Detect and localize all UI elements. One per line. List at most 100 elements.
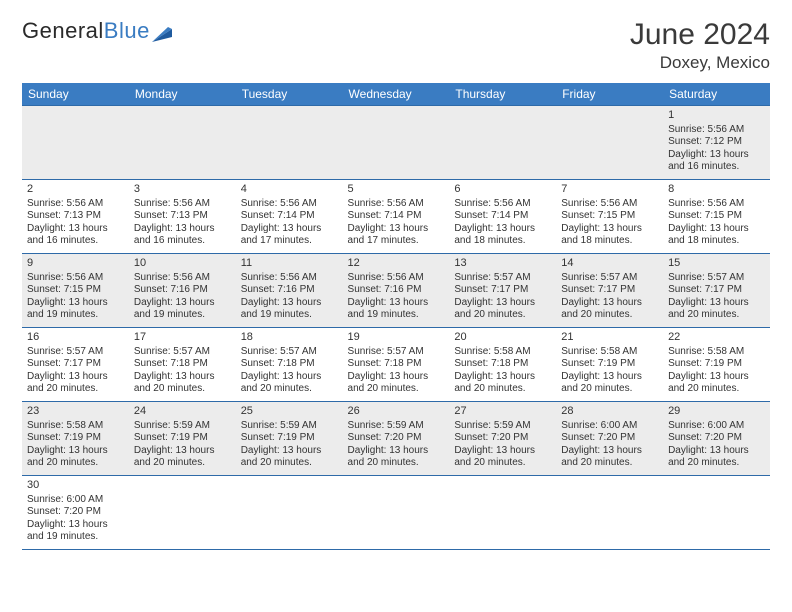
sunset-text: Sunset: 7:20 PM (454, 432, 551, 445)
day-number: 1 (668, 109, 765, 123)
day-number: 24 (134, 405, 231, 419)
daylight-text: Daylight: 13 hours and 20 minutes. (134, 445, 231, 470)
daylight-text: Daylight: 13 hours and 16 minutes. (134, 223, 231, 248)
sunrise-text: Sunrise: 5:56 AM (348, 198, 445, 211)
day-number: 21 (561, 331, 658, 345)
day-number: 6 (454, 183, 551, 197)
calendar-cell: 11Sunrise: 5:56 AMSunset: 7:16 PMDayligh… (236, 254, 343, 328)
calendar-table: Sunday Monday Tuesday Wednesday Thursday… (22, 83, 770, 550)
calendar-cell: 20Sunrise: 5:58 AMSunset: 7:18 PMDayligh… (449, 328, 556, 402)
sunrise-text: Sunrise: 5:57 AM (27, 346, 124, 359)
sunrise-text: Sunrise: 5:57 AM (134, 346, 231, 359)
day-number: 27 (454, 405, 551, 419)
day-header: Tuesday (236, 83, 343, 106)
sunset-text: Sunset: 7:20 PM (27, 506, 124, 519)
calendar-cell (129, 476, 236, 550)
daylight-text: Daylight: 13 hours and 20 minutes. (668, 445, 765, 470)
day-number: 17 (134, 331, 231, 345)
flag-icon (152, 22, 172, 37)
sunrise-text: Sunrise: 5:56 AM (241, 198, 338, 211)
daylight-text: Daylight: 13 hours and 16 minutes. (27, 223, 124, 248)
sunrise-text: Sunrise: 5:57 AM (668, 272, 765, 285)
sunrise-text: Sunrise: 5:58 AM (561, 346, 658, 359)
sunset-text: Sunset: 7:15 PM (27, 284, 124, 297)
calendar-cell: 12Sunrise: 5:56 AMSunset: 7:16 PMDayligh… (343, 254, 450, 328)
calendar-cell: 4Sunrise: 5:56 AMSunset: 7:14 PMDaylight… (236, 180, 343, 254)
calendar-cell: 23Sunrise: 5:58 AMSunset: 7:19 PMDayligh… (22, 402, 129, 476)
daylight-text: Daylight: 13 hours and 20 minutes. (561, 371, 658, 396)
day-header: Saturday (663, 83, 770, 106)
sunrise-text: Sunrise: 5:56 AM (134, 198, 231, 211)
sunrise-text: Sunrise: 5:56 AM (668, 124, 765, 137)
location: Doxey, Mexico (630, 53, 770, 73)
daylight-text: Daylight: 13 hours and 18 minutes. (561, 223, 658, 248)
daylight-text: Daylight: 13 hours and 20 minutes. (668, 297, 765, 322)
logo-text-2: Blue (104, 18, 150, 44)
calendar-cell (22, 106, 129, 180)
calendar-cell: 22Sunrise: 5:58 AMSunset: 7:19 PMDayligh… (663, 328, 770, 402)
sunset-text: Sunset: 7:16 PM (241, 284, 338, 297)
calendar-cell: 9Sunrise: 5:56 AMSunset: 7:15 PMDaylight… (22, 254, 129, 328)
calendar-cell: 5Sunrise: 5:56 AMSunset: 7:14 PMDaylight… (343, 180, 450, 254)
daylight-text: Daylight: 13 hours and 20 minutes. (454, 371, 551, 396)
sunset-text: Sunset: 7:18 PM (134, 358, 231, 371)
calendar-cell: 30Sunrise: 6:00 AMSunset: 7:20 PMDayligh… (22, 476, 129, 550)
calendar-cell: 27Sunrise: 5:59 AMSunset: 7:20 PMDayligh… (449, 402, 556, 476)
sunset-text: Sunset: 7:14 PM (348, 210, 445, 223)
day-number: 23 (27, 405, 124, 419)
sunset-text: Sunset: 7:19 PM (134, 432, 231, 445)
sunrise-text: Sunrise: 5:56 AM (348, 272, 445, 285)
day-header: Monday (129, 83, 236, 106)
sunrise-text: Sunrise: 5:56 AM (27, 198, 124, 211)
daylight-text: Daylight: 13 hours and 20 minutes. (241, 445, 338, 470)
day-number: 9 (27, 257, 124, 271)
daylight-text: Daylight: 13 hours and 20 minutes. (241, 371, 338, 396)
day-number: 25 (241, 405, 338, 419)
calendar-cell: 2Sunrise: 5:56 AMSunset: 7:13 PMDaylight… (22, 180, 129, 254)
sunset-text: Sunset: 7:14 PM (454, 210, 551, 223)
sunset-text: Sunset: 7:12 PM (668, 136, 765, 149)
day-header: Wednesday (343, 83, 450, 106)
sunrise-text: Sunrise: 5:56 AM (134, 272, 231, 285)
sunrise-text: Sunrise: 5:57 AM (348, 346, 445, 359)
daylight-text: Daylight: 13 hours and 19 minutes. (27, 519, 124, 544)
calendar-cell (343, 476, 450, 550)
day-header: Sunday (22, 83, 129, 106)
day-number: 5 (348, 183, 445, 197)
logo: GeneralBlue (22, 18, 172, 44)
sunrise-text: Sunrise: 5:59 AM (134, 420, 231, 433)
sunset-text: Sunset: 7:16 PM (348, 284, 445, 297)
calendar-cell: 8Sunrise: 5:56 AMSunset: 7:15 PMDaylight… (663, 180, 770, 254)
day-number: 12 (348, 257, 445, 271)
calendar-cell (449, 106, 556, 180)
title-block: June 2024 Doxey, Mexico (630, 18, 770, 73)
day-number: 11 (241, 257, 338, 271)
calendar-cell (236, 106, 343, 180)
sunset-text: Sunset: 7:14 PM (241, 210, 338, 223)
calendar-cell: 10Sunrise: 5:56 AMSunset: 7:16 PMDayligh… (129, 254, 236, 328)
sunrise-text: Sunrise: 5:57 AM (454, 272, 551, 285)
daylight-text: Daylight: 13 hours and 20 minutes. (27, 445, 124, 470)
day-number: 20 (454, 331, 551, 345)
sunset-text: Sunset: 7:20 PM (348, 432, 445, 445)
calendar-cell: 28Sunrise: 6:00 AMSunset: 7:20 PMDayligh… (556, 402, 663, 476)
calendar-cell: 21Sunrise: 5:58 AMSunset: 7:19 PMDayligh… (556, 328, 663, 402)
sunset-text: Sunset: 7:17 PM (27, 358, 124, 371)
calendar-cell: 6Sunrise: 5:56 AMSunset: 7:14 PMDaylight… (449, 180, 556, 254)
day-number: 29 (668, 405, 765, 419)
sunrise-text: Sunrise: 5:58 AM (668, 346, 765, 359)
sunrise-text: Sunrise: 5:59 AM (241, 420, 338, 433)
daylight-text: Daylight: 13 hours and 19 minutes. (134, 297, 231, 322)
calendar-cell: 14Sunrise: 5:57 AMSunset: 7:17 PMDayligh… (556, 254, 663, 328)
sunset-text: Sunset: 7:17 PM (561, 284, 658, 297)
day-number: 15 (668, 257, 765, 271)
sunset-text: Sunset: 7:18 PM (454, 358, 551, 371)
calendar-cell: 7Sunrise: 5:56 AMSunset: 7:15 PMDaylight… (556, 180, 663, 254)
day-number: 10 (134, 257, 231, 271)
daylight-text: Daylight: 13 hours and 18 minutes. (454, 223, 551, 248)
day-number: 22 (668, 331, 765, 345)
sunrise-text: Sunrise: 5:56 AM (561, 198, 658, 211)
calendar-cell: 1Sunrise: 5:56 AMSunset: 7:12 PMDaylight… (663, 106, 770, 180)
calendar-cell: 24Sunrise: 5:59 AMSunset: 7:19 PMDayligh… (129, 402, 236, 476)
sunrise-text: Sunrise: 5:56 AM (241, 272, 338, 285)
